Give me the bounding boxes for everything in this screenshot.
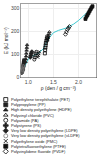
svg-text:High density polyethylene (HDP: High density polyethylene (HDPE) [11,107,72,112]
svg-text:Very low density polyethylene: Very low density polyethylene (vLDPE) [11,133,80,138]
svg-text:Polyvinyl chloride (PVC): Polyvinyl chloride (PVC) [11,113,55,118]
svg-text:Polytetrafluoroethylene (PTFE): Polytetrafluoroethylene (PTFE) [11,144,67,149]
svg-text:Polyvinylidene fluoride (PVDF): Polyvinylidene fluoride (PVDF) [11,149,66,154]
svg-text:Polyamide (PA): Polyamide (PA) [11,118,39,123]
svg-text:ρ (den / g cm⁻³): ρ (den / g cm⁻³) [41,85,77,91]
svg-text:1.0: 1.0 [25,79,32,85]
svg-text:Polystyrene (PS): Polystyrene (PS) [11,123,42,128]
svg-text:1.5: 1.5 [50,79,57,85]
svg-text:2.0: 2.0 [75,79,82,85]
svg-text:Polypropylene (PP): Polypropylene (PP) [11,102,46,107]
svg-text:E (kJ mol⁻¹): E (kJ mol⁻¹) [3,27,9,54]
svg-text:300: 300 [11,5,20,11]
svg-text:Polyethylene terephthalate (PE: Polyethylene terephthalate (PET) [11,97,71,102]
svg-text:0: 0 [17,74,20,80]
svg-text:Polyethylene oxide (PMC): Polyethylene oxide (PMC) [11,139,58,144]
svg-text:Very low density polyethylene: Very low density polyethylene (LDPE) [11,128,78,133]
svg-text:200: 200 [11,28,20,34]
svg-text:100: 100 [11,51,20,57]
